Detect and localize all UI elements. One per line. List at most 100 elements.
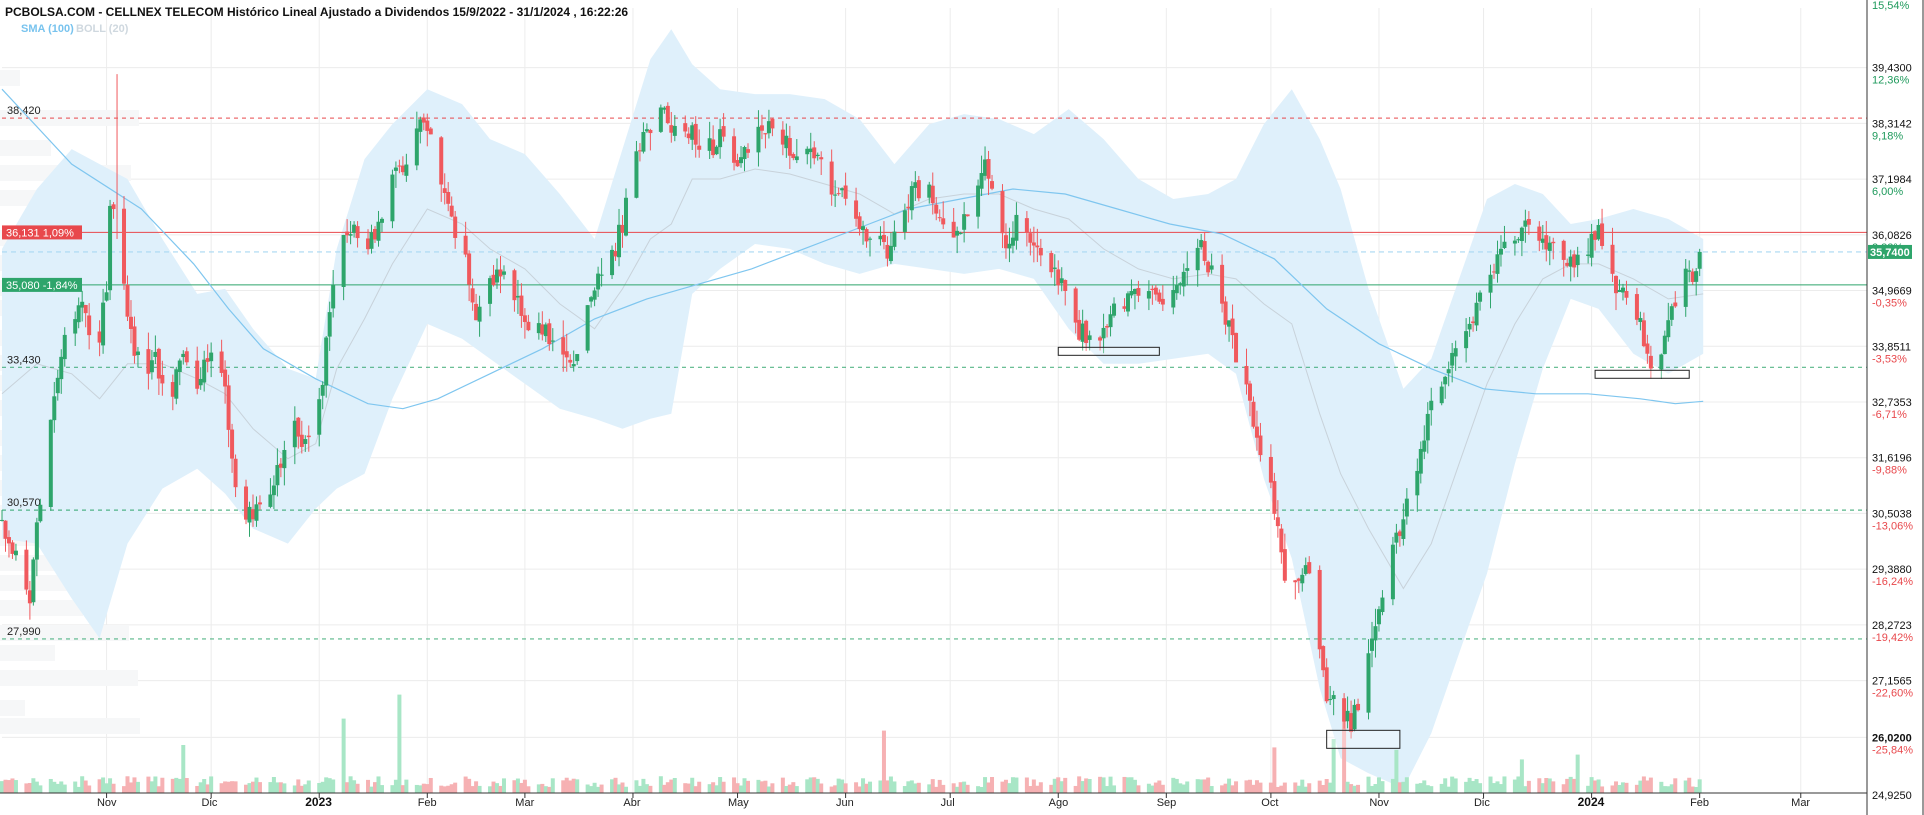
candle-body [672, 125, 677, 136]
candle-body [1561, 240, 1566, 260]
volume-bar [156, 786, 161, 793]
volume-bar [1369, 785, 1374, 793]
candle-body [327, 312, 332, 337]
volume-bar [1523, 786, 1528, 793]
volume-bar [1084, 778, 1089, 793]
volume-bar [599, 784, 604, 793]
volume-bar [1429, 786, 1434, 793]
y-tick-price-bottom: 24,9250 [1872, 790, 1912, 802]
volume-bar [707, 784, 712, 793]
candle-body [31, 559, 36, 603]
y-tick-pct: -22,60% [1872, 688, 1913, 700]
candle-body [1593, 231, 1598, 240]
y-tick-price: 36,0826 [1872, 230, 1912, 242]
candle-body [1003, 235, 1008, 249]
candle-body [418, 119, 423, 132]
volume-bar [373, 782, 377, 793]
volume-bar [55, 783, 60, 793]
candle-body [1471, 321, 1476, 324]
candle-body [637, 150, 642, 152]
candle-body [589, 297, 594, 302]
volume-bar [1028, 786, 1033, 793]
volume-bar [881, 730, 886, 793]
candle-body [1537, 226, 1542, 241]
candle-body [146, 349, 151, 374]
volume-bar [1519, 759, 1524, 793]
candle-body [561, 337, 566, 355]
candle-body [320, 384, 325, 396]
volume-bar [463, 776, 468, 793]
candle-body [80, 301, 85, 308]
volume-bar [686, 783, 691, 793]
x-tick-label: Jul [941, 797, 955, 809]
candle-body [1610, 244, 1615, 274]
volume-bar [128, 782, 133, 793]
candle-body [979, 173, 984, 189]
candle-body [1694, 271, 1699, 282]
volume-bar [526, 786, 531, 793]
volume-bar [1366, 776, 1371, 793]
candle-body [1234, 332, 1239, 363]
volume-bar [1293, 782, 1298, 793]
volume-bar [1415, 783, 1420, 793]
volume-bar [1662, 786, 1667, 793]
candle-body [1390, 544, 1395, 600]
range-box [1594, 369, 1690, 379]
candle-body [1634, 294, 1639, 320]
volume-bar [1136, 785, 1141, 793]
y-tick-price: 32,7353 [1872, 397, 1912, 409]
candle-body [770, 118, 775, 129]
volume-bar [756, 779, 761, 793]
candle-body [1502, 241, 1507, 249]
candle-body [442, 188, 447, 193]
volume-bar [1223, 783, 1228, 793]
candle-body [1035, 245, 1040, 248]
x-tick-label: Feb [1690, 797, 1709, 809]
candle-body [864, 229, 869, 242]
candle-body [669, 125, 674, 133]
volume-bar [345, 782, 350, 793]
candle-body [122, 208, 127, 284]
volume-bar [1589, 777, 1594, 793]
last-price-label: 35,7400 [1870, 247, 1910, 259]
candle-body [1317, 569, 1322, 650]
volume-bar [543, 786, 548, 793]
volume-bar [718, 777, 723, 793]
candle-body [714, 146, 719, 155]
volume-bar [1024, 777, 1029, 793]
candle-body [1038, 247, 1043, 256]
candle-body [1105, 326, 1110, 328]
volume-bar [1321, 784, 1326, 793]
candle-body [1495, 254, 1500, 274]
candle-body [902, 210, 907, 232]
candle-body [87, 315, 92, 336]
candle-body [1519, 227, 1524, 242]
volume-bar [1614, 781, 1619, 793]
y-tick-pct: -19,42% [1872, 632, 1913, 644]
candle-body [791, 154, 796, 159]
candle-body [1641, 320, 1646, 347]
candle-body [501, 271, 506, 275]
candle-body [766, 121, 771, 134]
candle-body [1112, 303, 1117, 316]
volume-bar [268, 782, 273, 793]
candle-body [1467, 323, 1472, 330]
candle-body [718, 129, 723, 148]
x-tick-label: 2023 [305, 795, 332, 809]
candle-body [10, 542, 15, 554]
candle-body [282, 449, 287, 469]
candle-body [1404, 498, 1409, 517]
y-tick-price: 30,5038 [1872, 508, 1912, 520]
candle-body [1087, 335, 1092, 340]
volume-bar [177, 778, 182, 793]
volume-bar [3, 779, 8, 793]
volume-bar [1328, 782, 1333, 793]
volume-bar [1258, 782, 1263, 793]
volume-bar [205, 784, 210, 793]
tag-box [2, 277, 82, 292]
candle-body [739, 157, 744, 164]
volume-bar [1568, 776, 1573, 793]
volume-bar [341, 718, 346, 793]
volume-bar [1404, 777, 1409, 793]
price-tags: 36,131 1,09% 35,080 -1,84% 35,7400 [2, 225, 1912, 292]
